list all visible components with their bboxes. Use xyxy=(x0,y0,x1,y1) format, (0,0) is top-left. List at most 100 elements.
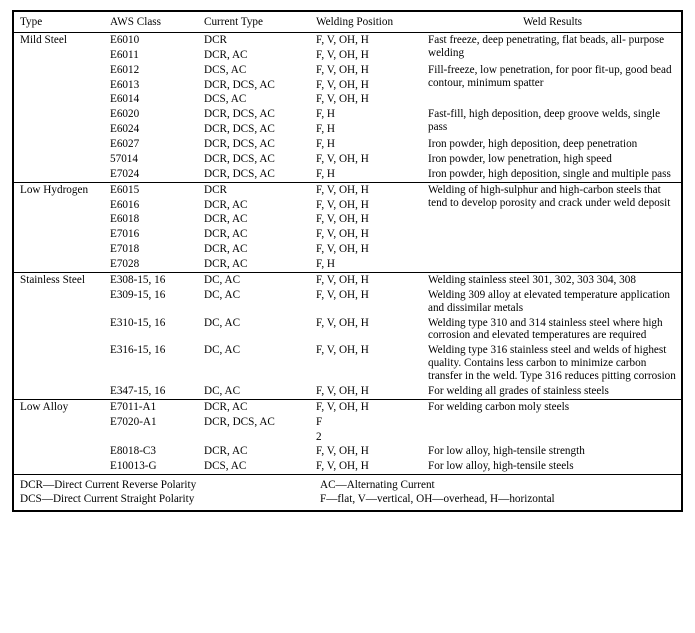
cell-type xyxy=(14,212,104,227)
cell-weld-results: For low alloy, high-tensile strength xyxy=(422,444,681,459)
cell-welding-position: F, V, OH, H xyxy=(310,92,422,107)
cell-welding-position: F, V, OH, H xyxy=(310,212,422,227)
cell-aws-class: E6024 xyxy=(104,122,198,137)
cell-type xyxy=(14,242,104,257)
table-row: Low AlloyE7011-A1DCR, ACF, V, OH, HFor w… xyxy=(14,399,681,414)
table-row: Mild SteelE6010DCRF, V, OH, HFast freeze… xyxy=(14,32,681,47)
legend-left: DCR—Direct Current Reverse Polarity DCS—… xyxy=(14,475,314,511)
cell-aws-class: E310-15, 16 xyxy=(104,316,198,344)
cell-current-type: DCR, DCS, AC xyxy=(198,122,310,137)
cell-weld-results: Iron powder, high deposition, deep penet… xyxy=(422,137,681,152)
cell-weld-results: Welding type 310 and 314 stainless steel… xyxy=(422,316,681,344)
cell-type xyxy=(14,257,104,272)
cell-welding-position: F, H xyxy=(310,122,422,137)
cell-current-type: DCR, DCS, AC xyxy=(198,415,310,430)
cell-welding-position: F, V, OH, H xyxy=(310,288,422,316)
cell-welding-position: F, V, OH, H xyxy=(310,242,422,257)
cell-type xyxy=(14,288,104,316)
cell-aws-class xyxy=(104,430,198,445)
cell-type xyxy=(14,227,104,242)
cell-welding-position: F, V, OH, H xyxy=(310,444,422,459)
cell-current-type: DCR, AC xyxy=(198,257,310,272)
cell-welding-position: 2 xyxy=(310,430,422,445)
legend-positions: F—flat, V—vertical, OH—overhead, H—horiz… xyxy=(320,492,675,506)
cell-type: Low Hydrogen xyxy=(14,182,104,197)
cell-welding-position: F, V, OH, H xyxy=(310,399,422,414)
electrode-table: Type AWS Class Current Type Welding Posi… xyxy=(14,12,681,474)
cell-welding-position: F, V, OH, H xyxy=(310,152,422,167)
cell-weld-results: Welding type 316 stainless steel and wel… xyxy=(422,343,681,384)
cell-current-type: DCR, AC xyxy=(198,444,310,459)
cell-type xyxy=(14,198,104,213)
col-header-current: Current Type xyxy=(198,12,310,32)
cell-type xyxy=(14,343,104,384)
cell-current-type: DCR, DCS, AC xyxy=(198,167,310,182)
cell-type xyxy=(14,137,104,152)
cell-weld-results: Welding of high-sulphur and high-carbon … xyxy=(422,182,681,272)
cell-weld-results: For welding all grades of stainless stee… xyxy=(422,384,681,399)
table-row: E310-15, 16DC, ACF, V, OH, HWelding type… xyxy=(14,316,681,344)
cell-aws-class: E6014 xyxy=(104,92,198,107)
cell-current-type: DCR, AC xyxy=(198,198,310,213)
cell-type xyxy=(14,122,104,137)
cell-welding-position: F, V, OH, H xyxy=(310,78,422,93)
cell-weld-results: Fill-freeze, low penetration, for poor f… xyxy=(422,63,681,108)
cell-weld-results: Fast freeze, deep penetrating, flat bead… xyxy=(422,32,681,62)
cell-type xyxy=(14,459,104,474)
cell-weld-results: Iron powder, low penetration, high speed xyxy=(422,152,681,167)
legend-dcr: DCR—Direct Current Reverse Polarity xyxy=(20,478,308,492)
cell-current-type: DCR, AC xyxy=(198,227,310,242)
cell-type: Mild Steel xyxy=(14,32,104,47)
cell-current-type: DCS, AC xyxy=(198,63,310,78)
cell-type xyxy=(14,107,104,122)
cell-aws-class: E10013-G xyxy=(104,459,198,474)
cell-welding-position: F, V, OH, H xyxy=(310,32,422,47)
cell-aws-class: E6012 xyxy=(104,63,198,78)
cell-aws-class: E7028 xyxy=(104,257,198,272)
cell-type xyxy=(14,152,104,167)
cell-welding-position: F, H xyxy=(310,137,422,152)
cell-weld-results: Fast-fill, high deposition, deep groove … xyxy=(422,107,681,137)
table-row: Low HydrogenE6015DCRF, V, OH, HWelding o… xyxy=(14,182,681,197)
cell-type xyxy=(14,316,104,344)
cell-aws-class: E6010 xyxy=(104,32,198,47)
cell-current-type: DC, AC xyxy=(198,272,310,287)
col-header-type: Type xyxy=(14,12,104,32)
table-row: E347-15, 16DC, ACF, V, OH, HFor welding … xyxy=(14,384,681,399)
cell-weld-results: For welding carbon moly steels xyxy=(422,399,681,444)
cell-aws-class: 57014 xyxy=(104,152,198,167)
cell-type xyxy=(14,384,104,399)
cell-welding-position: F, H xyxy=(310,107,422,122)
outer-frame: Type AWS Class Current Type Welding Posi… xyxy=(12,10,683,512)
cell-welding-position: F xyxy=(310,415,422,430)
cell-current-type: DC, AC xyxy=(198,384,310,399)
cell-type xyxy=(14,430,104,445)
cell-aws-class: E316-15, 16 xyxy=(104,343,198,384)
page: Type AWS Class Current Type Welding Posi… xyxy=(0,0,695,522)
cell-aws-class: E6020 xyxy=(104,107,198,122)
cell-aws-class: E309-15, 16 xyxy=(104,288,198,316)
table-row: E8018-C3DCR, ACF, V, OH, HFor low alloy,… xyxy=(14,444,681,459)
cell-type: Stainless Steel xyxy=(14,272,104,287)
cell-current-type: DC, AC xyxy=(198,288,310,316)
cell-aws-class: E8018-C3 xyxy=(104,444,198,459)
cell-welding-position: F, V, OH, H xyxy=(310,63,422,78)
table-header: Type AWS Class Current Type Welding Posi… xyxy=(14,12,681,32)
cell-type xyxy=(14,92,104,107)
cell-type xyxy=(14,167,104,182)
cell-aws-class: E6013 xyxy=(104,78,198,93)
cell-current-type: DCR xyxy=(198,32,310,47)
cell-current-type xyxy=(198,430,310,445)
table-row: E6027DCR, DCS, ACF, HIron powder, high d… xyxy=(14,137,681,152)
legend-dcs: DCS—Direct Current Straight Polarity xyxy=(20,492,308,506)
cell-welding-position: F, V, OH, H xyxy=(310,198,422,213)
cell-type xyxy=(14,415,104,430)
cell-current-type: DCR, AC xyxy=(198,399,310,414)
cell-aws-class: E6018 xyxy=(104,212,198,227)
cell-aws-class: E6011 xyxy=(104,48,198,63)
table-row: Stainless SteelE308-15, 16DC, ACF, V, OH… xyxy=(14,272,681,287)
cell-welding-position: F, V, OH, H xyxy=(310,459,422,474)
cell-aws-class: E7020-A1 xyxy=(104,415,198,430)
cell-welding-position: F, H xyxy=(310,257,422,272)
cell-current-type: DCS, AC xyxy=(198,92,310,107)
